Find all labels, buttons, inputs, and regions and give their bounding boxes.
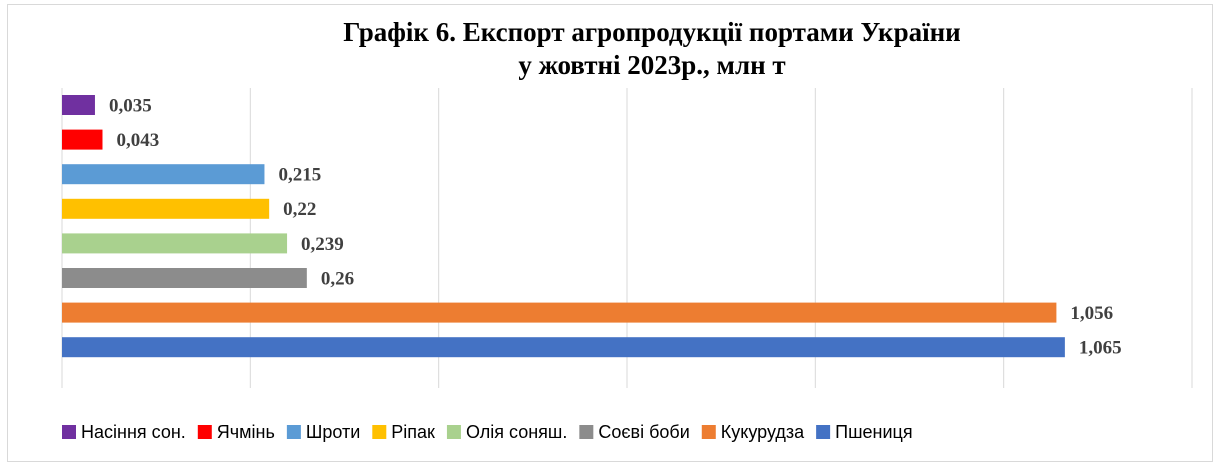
bar bbox=[62, 95, 95, 115]
bar bbox=[62, 233, 288, 254]
bar bbox=[62, 337, 1065, 358]
legend-label: Кукурудза bbox=[721, 422, 805, 442]
bar bbox=[62, 198, 270, 219]
data-label: 0,22 bbox=[283, 199, 316, 220]
legend-label: Ячмінь bbox=[217, 422, 275, 442]
bar bbox=[62, 129, 103, 150]
chart-title: у жовтні 2023р., млн т bbox=[518, 50, 785, 80]
chart-border bbox=[7, 4, 1213, 462]
legend-label: Соєві боби bbox=[598, 422, 689, 442]
legend-label: Ріпак bbox=[391, 422, 435, 442]
legend-label: Пшениця bbox=[835, 422, 912, 442]
data-label: 0,035 bbox=[109, 95, 152, 116]
legend: Насіння сон. Ячмінь Шроти Ріпак Олія соняш. С… bbox=[62, 422, 913, 442]
bar bbox=[62, 302, 1057, 323]
legend-swatch bbox=[446, 425, 461, 439]
legend-swatch bbox=[701, 425, 716, 439]
legend-swatch bbox=[372, 425, 387, 439]
bar bbox=[62, 268, 307, 288]
legend-swatch bbox=[62, 425, 76, 439]
data-label: 0,26 bbox=[321, 268, 354, 289]
data-label: 0,239 bbox=[301, 234, 344, 255]
legend-swatch bbox=[816, 425, 831, 439]
data-label: 0,043 bbox=[116, 130, 159, 151]
data-label: 1,056 bbox=[1070, 303, 1113, 324]
legend-label: Насіння сон. bbox=[81, 422, 186, 442]
data-label: 0,215 bbox=[278, 165, 321, 186]
legend-swatch bbox=[197, 425, 212, 439]
chart-title: Графік 6. Експорт агропродукції портами … bbox=[343, 17, 960, 47]
bars: 0,035 0,043 0,215 0,22 0,239 0,26 1,056 1,065 bbox=[62, 95, 1122, 359]
legend-swatch bbox=[286, 425, 301, 439]
data-label: 1,065 bbox=[1079, 338, 1122, 359]
legend-label: Олія соняш. bbox=[466, 422, 567, 442]
bar bbox=[62, 164, 265, 185]
legend-label: Шроти bbox=[306, 422, 360, 442]
legend-swatch bbox=[579, 425, 594, 439]
